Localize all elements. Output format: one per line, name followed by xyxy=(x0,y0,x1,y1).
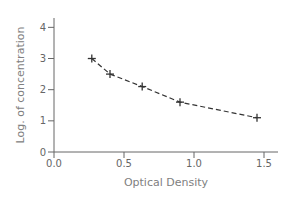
svg-text:0.5: 0.5 xyxy=(116,158,132,169)
svg-text:3: 3 xyxy=(40,53,46,64)
svg-text:1.5: 1.5 xyxy=(256,158,272,169)
svg-text:0: 0 xyxy=(40,147,46,158)
svg-text:1: 1 xyxy=(40,115,46,126)
svg-text:2: 2 xyxy=(40,84,46,95)
svg-text:Optical Density: Optical Density xyxy=(124,176,209,189)
svg-text:1.0: 1.0 xyxy=(186,158,202,169)
svg-text:Log. of concentration: Log. of concentration xyxy=(14,27,27,144)
svg-text:0.0: 0.0 xyxy=(46,158,62,169)
svg-text:4: 4 xyxy=(40,22,46,33)
